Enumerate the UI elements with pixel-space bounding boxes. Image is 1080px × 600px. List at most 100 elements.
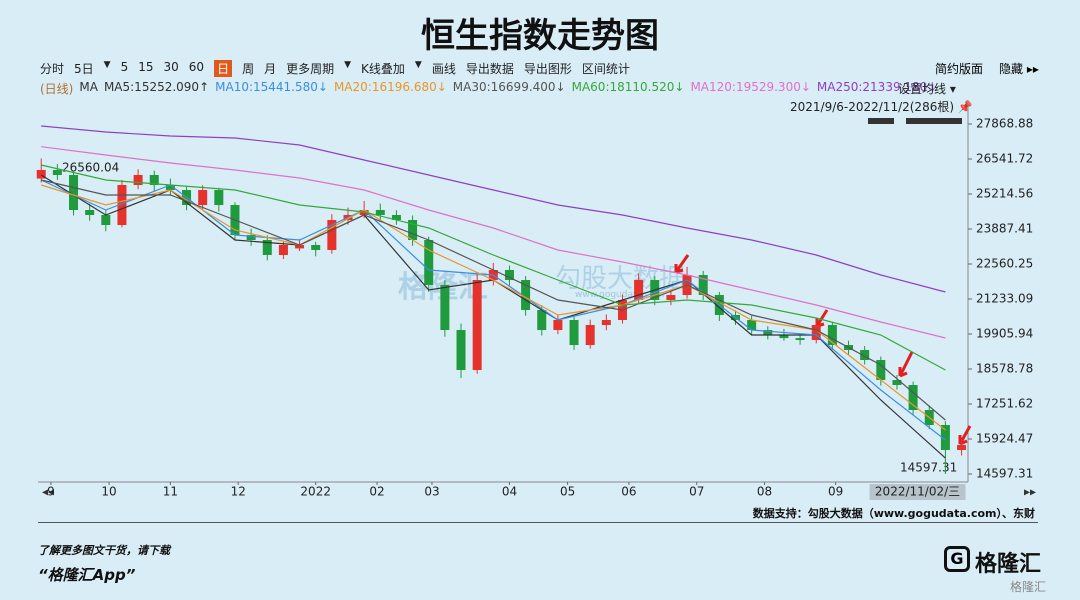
- y-tick-label: 17251.62: [976, 397, 1033, 411]
- ma-line: [41, 146, 946, 339]
- scroll-right[interactable]: ▸▸: [1024, 485, 1036, 499]
- candle-body: [537, 310, 547, 331]
- ma-setting[interactable]: 设置均线 ▾: [898, 82, 956, 96]
- candle-body: [521, 280, 531, 311]
- cursor-label-bg: [869, 484, 966, 500]
- x-tick-label: 03: [424, 485, 439, 499]
- candle-body: [391, 215, 401, 220]
- candle-body: [440, 285, 450, 331]
- toolbar-button[interactable]: 隐藏 ▸▸: [999, 62, 1039, 76]
- candle-body: [747, 319, 757, 331]
- toolbar-button[interactable]: 导出图形: [523, 62, 572, 76]
- candle-body: [763, 330, 773, 336]
- candle-body: [295, 244, 305, 249]
- x-tick-label: 11: [163, 485, 178, 499]
- toolbar-button[interactable]: 日: [214, 60, 233, 77]
- toolbar-button[interactable]: 分时: [40, 62, 65, 76]
- x-tick-label: 05: [560, 485, 575, 499]
- candle-body: [860, 350, 870, 361]
- y-tick-label: 27868.88: [976, 117, 1033, 131]
- y-tick-label: 18578.78: [976, 362, 1033, 376]
- x-tick-label: 02: [369, 485, 384, 499]
- dropdown-arrow[interactable]: ▼: [344, 60, 352, 70]
- y-tick-label: 25214.56: [976, 187, 1033, 201]
- x-tick-label: 04: [502, 485, 517, 499]
- toolbar-button[interactable]: 更多周期: [286, 62, 335, 76]
- y-tick-label: 26541.72: [976, 152, 1033, 166]
- candle-body: [117, 184, 127, 226]
- candle-body: [811, 325, 821, 341]
- arrow: [898, 351, 914, 378]
- toolbar-button[interactable]: 周: [242, 62, 255, 76]
- toolbar-button[interactable]: 月: [264, 62, 277, 76]
- legend-entry: MA5:15252.090↑: [103, 80, 210, 94]
- candle-body: [101, 215, 111, 226]
- candle-body: [601, 319, 611, 326]
- candle-body: [569, 319, 579, 345]
- ma-line: [41, 125, 946, 293]
- toolbar-button[interactable]: 画线: [431, 62, 456, 76]
- legend-entry: MA120:19529.300↓: [690, 80, 811, 94]
- dropdown-arrow[interactable]: ▼: [103, 60, 111, 70]
- arrows: [674, 254, 972, 446]
- annotation: 26560.04: [62, 161, 119, 175]
- annotation: 14597.31: [900, 461, 957, 475]
- candle-body: [424, 240, 434, 286]
- title: 恒生指数走势图: [421, 16, 659, 56]
- corner-watermark: 格隆汇: [1010, 580, 1047, 594]
- separator: [38, 522, 1038, 523]
- candle-body: [311, 244, 321, 251]
- ma-setting-label: 设置均线: [898, 82, 947, 96]
- arrow: [674, 254, 690, 274]
- toolbar-button[interactable]: 15: [138, 60, 154, 74]
- candle-body: [198, 190, 208, 206]
- app-name: “格隆汇App”: [38, 566, 136, 584]
- logo-icon: G: [944, 546, 970, 572]
- cursor-label: 2022/11/02/三: [875, 485, 960, 499]
- y-tick-label: 21233.09: [976, 292, 1033, 306]
- redacted: [906, 118, 962, 124]
- toolbar-button[interactable]: 区间统计: [581, 62, 630, 76]
- x-tick-label: 12: [231, 485, 246, 499]
- candle-body: [957, 444, 967, 451]
- candles: [36, 125, 967, 475]
- ma-line: [40, 179, 946, 441]
- candle-body: [698, 275, 708, 295]
- y-tick-label: 19905.94: [976, 327, 1033, 341]
- dropdown-arrow[interactable]: ▼: [414, 60, 422, 70]
- y-tick-label: 15924.47: [976, 432, 1033, 446]
- y-tick-label: 14597.31: [976, 467, 1033, 481]
- promo: 了解更多图文干货，请下载: [38, 544, 170, 557]
- toolbar-button[interactable]: K线叠加: [361, 62, 405, 76]
- toolbar-button[interactable]: 30: [163, 60, 179, 74]
- toolbar-button[interactable]: 简约版面: [935, 62, 984, 76]
- range-text: 2021/9/6-2022/11/2(286根): [790, 100, 955, 114]
- x-tick-label: 06: [621, 485, 636, 499]
- candle-body: [165, 184, 175, 191]
- toolbar-button[interactable]: 60: [188, 60, 205, 74]
- watermark: www.gogudata.com: [575, 290, 665, 300]
- legend-entry: MA250:21339.180↓: [816, 80, 938, 94]
- redacted: [868, 118, 894, 124]
- toolbar-button[interactable]: 5: [120, 60, 129, 74]
- period-label: (日线): [40, 82, 74, 96]
- range-label: 2021/9/6-2022/11/2(286根) 📌: [790, 100, 973, 114]
- toolbar-button[interactable]: 导出数据: [465, 62, 514, 76]
- candle-body: [940, 425, 950, 451]
- source: 数据支持：勾股大数据（www.gogudata.com）、东财: [752, 507, 1035, 520]
- legend-entry: MA60:18110.520↓: [571, 80, 685, 94]
- candle-body: [408, 219, 418, 241]
- candle-body: [456, 330, 466, 370]
- x-tick-label: 9: [47, 485, 55, 499]
- candle-body: [149, 175, 159, 185]
- candle-body: [246, 234, 256, 241]
- x-tick-label: 07: [689, 485, 704, 499]
- toolbar-button[interactable]: 5日: [74, 62, 94, 76]
- candle-body: [827, 325, 837, 345]
- candle-body: [892, 380, 902, 386]
- candle-body: [278, 244, 288, 256]
- candle-body: [327, 219, 337, 251]
- legend-entry: MA10:15441.580↓: [215, 80, 328, 94]
- scroll-left[interactable]: ◂◂: [42, 485, 54, 499]
- candle-body: [666, 294, 676, 301]
